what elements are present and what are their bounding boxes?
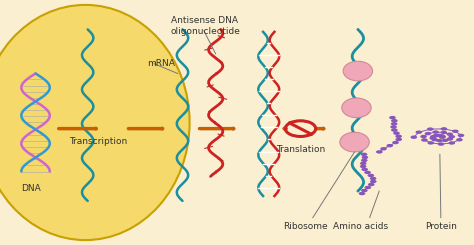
- Circle shape: [361, 159, 368, 162]
- Circle shape: [438, 142, 444, 146]
- Circle shape: [428, 141, 434, 145]
- Circle shape: [359, 192, 365, 195]
- Text: DNA: DNA: [21, 184, 41, 193]
- Circle shape: [458, 134, 465, 137]
- Circle shape: [364, 171, 371, 174]
- Circle shape: [362, 156, 368, 159]
- Circle shape: [447, 133, 453, 136]
- Circle shape: [392, 141, 399, 144]
- Circle shape: [436, 139, 443, 142]
- Circle shape: [448, 141, 455, 145]
- Circle shape: [365, 186, 371, 189]
- Circle shape: [416, 131, 422, 134]
- Ellipse shape: [0, 5, 190, 240]
- Circle shape: [456, 138, 463, 142]
- Circle shape: [380, 147, 387, 150]
- Circle shape: [393, 132, 400, 135]
- Text: Transcription: Transcription: [69, 137, 127, 146]
- Circle shape: [439, 135, 446, 139]
- Circle shape: [361, 168, 368, 171]
- Circle shape: [386, 144, 393, 147]
- Circle shape: [391, 119, 398, 122]
- Circle shape: [452, 130, 459, 133]
- Circle shape: [432, 134, 439, 137]
- Circle shape: [395, 138, 402, 141]
- Ellipse shape: [340, 132, 369, 152]
- Circle shape: [427, 127, 434, 131]
- Circle shape: [430, 135, 437, 138]
- Circle shape: [395, 135, 402, 138]
- Circle shape: [439, 135, 446, 138]
- Circle shape: [389, 116, 396, 119]
- Text: Translation: Translation: [276, 145, 325, 154]
- Circle shape: [421, 138, 428, 142]
- Circle shape: [370, 177, 376, 180]
- Circle shape: [370, 180, 376, 183]
- Circle shape: [360, 165, 366, 168]
- Circle shape: [429, 136, 436, 140]
- Circle shape: [425, 132, 431, 135]
- Text: Protein: Protein: [425, 222, 457, 231]
- Circle shape: [441, 127, 447, 131]
- Circle shape: [390, 125, 397, 129]
- Circle shape: [368, 183, 374, 186]
- Text: Ribosome: Ribosome: [283, 222, 328, 231]
- Circle shape: [438, 134, 445, 137]
- Circle shape: [440, 131, 447, 134]
- Circle shape: [432, 130, 439, 134]
- Text: mRNA: mRNA: [147, 59, 175, 68]
- Ellipse shape: [343, 61, 373, 81]
- Circle shape: [391, 128, 398, 132]
- Circle shape: [367, 174, 374, 177]
- Circle shape: [442, 139, 448, 142]
- Circle shape: [376, 150, 383, 154]
- Circle shape: [431, 138, 438, 141]
- Circle shape: [448, 135, 455, 138]
- Text: Antisense DNA
oligonucleotide: Antisense DNA oligonucleotide: [171, 16, 240, 36]
- Circle shape: [410, 135, 417, 139]
- Text: Amino acids: Amino acids: [333, 222, 388, 231]
- Ellipse shape: [342, 98, 371, 118]
- Circle shape: [361, 153, 367, 156]
- Circle shape: [447, 137, 453, 141]
- Circle shape: [391, 122, 398, 125]
- Circle shape: [436, 134, 442, 137]
- Circle shape: [360, 162, 366, 165]
- Circle shape: [361, 189, 368, 192]
- Circle shape: [420, 135, 427, 138]
